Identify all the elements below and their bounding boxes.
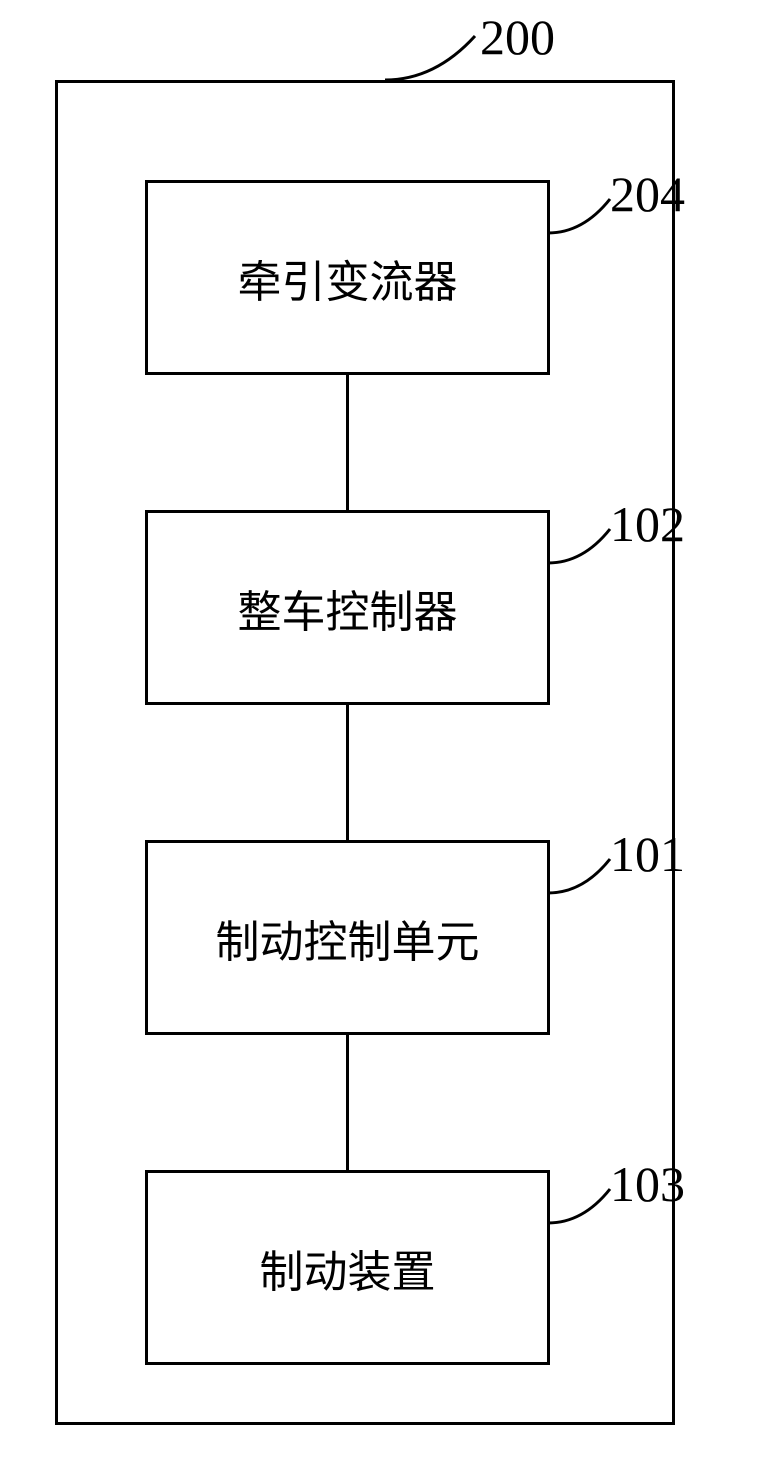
block-label: 整车控制器 (238, 576, 458, 640)
connector-3 (346, 1035, 349, 1170)
block-brake-control-unit: 制动控制单元 (145, 840, 550, 1035)
block-brake-device: 制动装置 (145, 1170, 550, 1365)
connector-2 (346, 705, 349, 840)
ref-label-102: 102 (610, 495, 685, 553)
connector-1 (346, 375, 349, 510)
block-label: 牵引变流器 (238, 246, 458, 310)
block-traction-converter: 牵引变流器 (145, 180, 550, 375)
leader-curve-outer (385, 30, 485, 85)
ref-label-103: 103 (610, 1155, 685, 1213)
block-label: 制动装置 (260, 1236, 436, 1300)
outer-ref-label: 200 (480, 8, 555, 66)
ref-label-204: 204 (610, 165, 685, 223)
block-label: 制动控制单元 (216, 906, 480, 970)
ref-label-101: 101 (610, 825, 685, 883)
diagram-canvas: 200 牵引变流器 204 整车控制器 102 制动控制单元 101 制动装置 … (0, 0, 774, 1471)
block-vehicle-controller: 整车控制器 (145, 510, 550, 705)
